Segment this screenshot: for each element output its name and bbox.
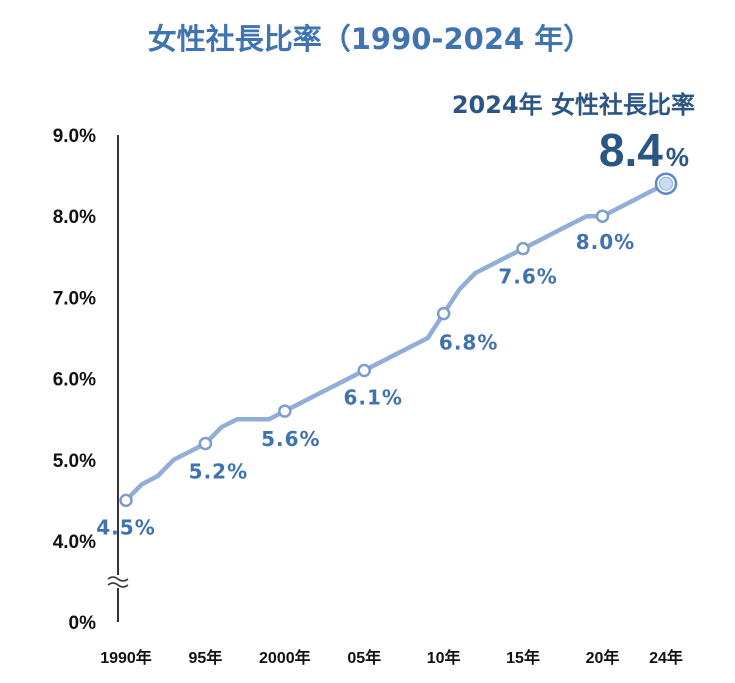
highlight-value: 8.4: [599, 124, 663, 176]
highlight-2024: 2024年 女性社長比率 8.4%: [452, 91, 695, 195]
data-point-marker: [436, 306, 451, 321]
data-label: 5.2%: [189, 460, 248, 484]
data-point-marker: [198, 436, 213, 451]
y-tick-label: 8.0%: [53, 207, 96, 228]
y-tick-label: 0%: [69, 613, 97, 634]
data-label: 5.6%: [261, 427, 320, 451]
axes: [107, 135, 129, 622]
axis-break-mark-top: [107, 576, 129, 582]
x-tick-label: 10年: [427, 648, 461, 667]
highlight-title: 2024年 女性社長比率: [452, 91, 695, 119]
y-tick-label: 4.0%: [53, 532, 96, 553]
x-tick-label: 2000年: [259, 648, 311, 667]
data-point-marker: [357, 363, 371, 378]
chart-title: 女性社長比率（1990-2024 年）: [148, 22, 593, 56]
data-labels: 4.5% 5.2% 5.6% 6.1% 6.8% 7.6% 8.0%: [96, 230, 635, 539]
x-axis-labels: 1990年 95年 2000年 05年 10年 15年 20年 24年: [100, 648, 683, 667]
highlight-value-group: 8.4%: [599, 124, 689, 176]
data-label: 4.5%: [96, 515, 155, 539]
axis-break-mark-bottom: [107, 582, 129, 588]
x-tick-label: 20年: [586, 648, 620, 667]
data-markers: [119, 209, 610, 508]
x-tick-label: 15年: [506, 648, 540, 667]
data-point-marker: [278, 404, 292, 418]
x-tick-label: 1990年: [100, 648, 152, 667]
axis-break-gap: [110, 575, 126, 588]
x-tick-label: 24年: [649, 648, 683, 667]
data-point-marker: [119, 493, 133, 508]
highlight-unit: %: [666, 142, 689, 172]
y-tick-label: 5.0%: [53, 451, 96, 472]
data-label: 7.6%: [498, 265, 557, 289]
highlight-marker-dot: [659, 176, 673, 191]
data-label: 6.1%: [344, 385, 403, 409]
x-tick-label: 05年: [347, 648, 381, 667]
y-tick-label: 7.0%: [53, 288, 96, 309]
y-tick-label: 9.0%: [53, 126, 96, 147]
y-axis-labels: 0% 4.0% 5.0% 6.0% 7.0% 8.0% 9.0%: [53, 126, 96, 634]
series-line-female-president-ratio: [123, 181, 669, 503]
data-label: 8.0%: [576, 230, 635, 254]
x-tick-label: 95年: [189, 648, 223, 667]
data-point-marker: [595, 209, 610, 223]
data-point-marker: [516, 241, 530, 256]
y-tick-label: 6.0%: [53, 370, 96, 391]
data-label: 6.8%: [439, 331, 498, 355]
